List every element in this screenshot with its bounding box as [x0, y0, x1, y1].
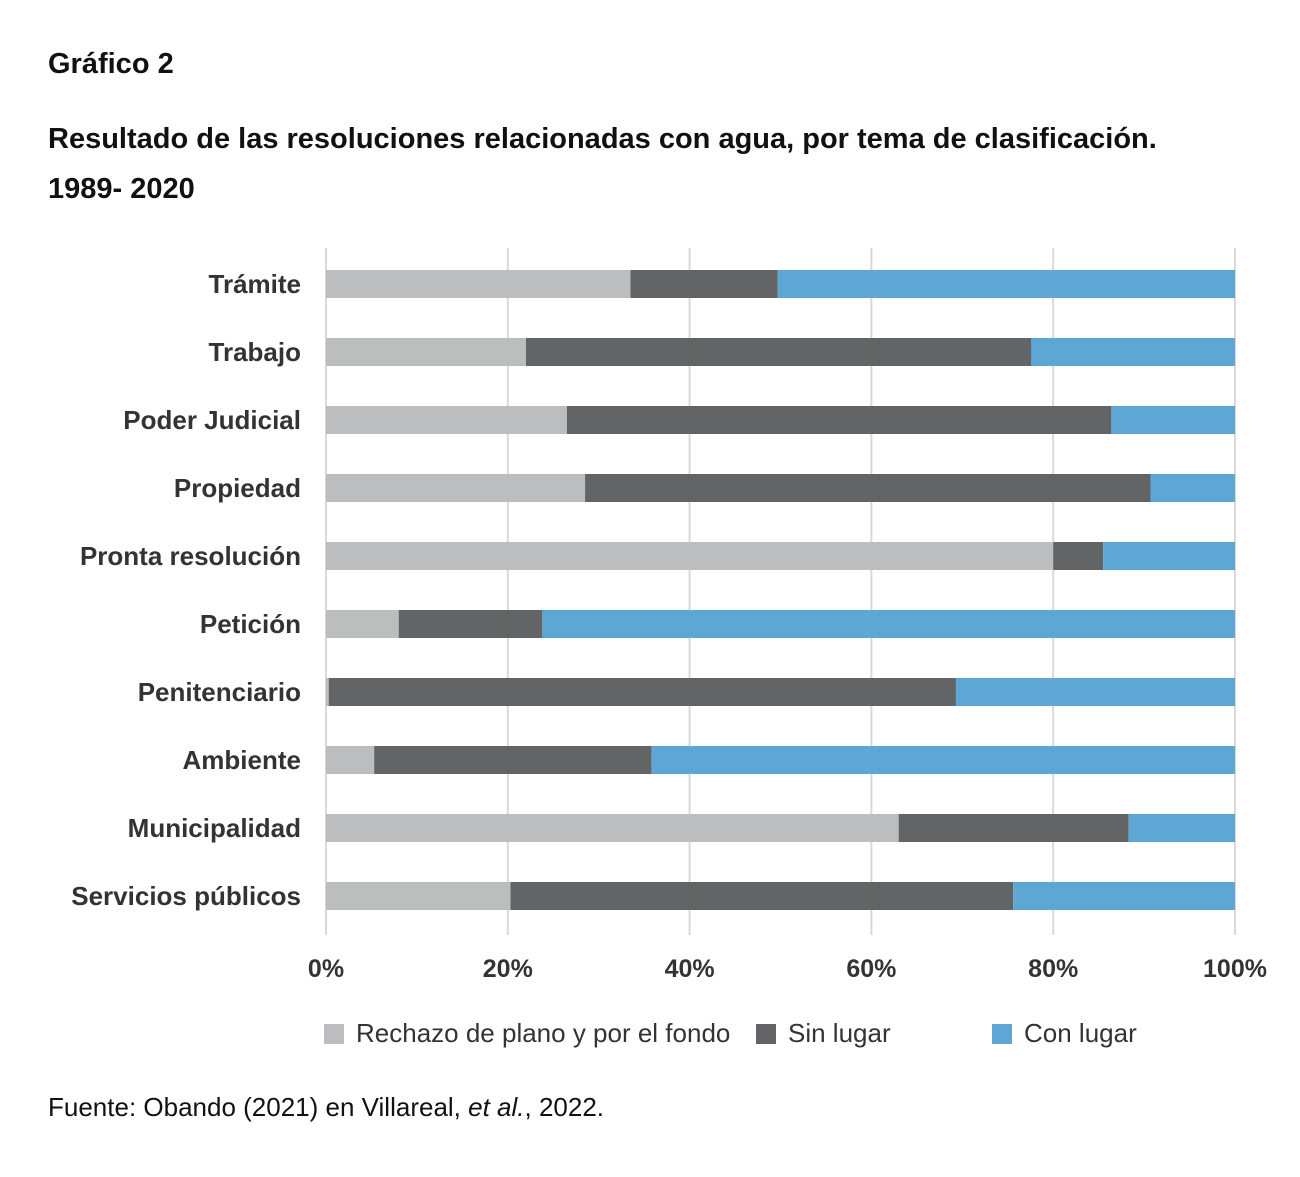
x-tick-label: 40% — [665, 955, 715, 983]
legend-item-sin-lugar: Sin lugar — [756, 1018, 891, 1049]
bar-rechazo — [326, 474, 586, 502]
bar-sin-lugar — [566, 406, 1112, 434]
legend-label-sin-lugar: Sin lugar — [788, 1018, 891, 1048]
bar-sin-lugar — [328, 678, 956, 706]
category-label: Trabajo — [209, 337, 301, 367]
bar-rechazo — [326, 610, 399, 638]
category-label: Trámite — [209, 269, 302, 299]
bar-con-lugar — [1111, 406, 1235, 434]
source-note: Fuente: Obando (2021) en Villareal, et a… — [48, 1092, 604, 1123]
figure-label: Gráfico 2 — [48, 48, 174, 80]
legend-label-rechazo: Rechazo de plano y por el fondo — [356, 1018, 731, 1048]
bar-sin-lugar — [585, 474, 1151, 502]
bar-rechazo — [326, 678, 329, 706]
source-italic: et al. — [468, 1092, 525, 1122]
legend-swatch-sin-lugar — [756, 1023, 776, 1044]
bar-con-lugar — [955, 678, 1235, 706]
x-tick-label: 20% — [483, 955, 533, 983]
stacked-bar-chart: Trámite Trabajo Poder Judicial Propiedad Pro… — [71, 248, 1267, 983]
bar-con-lugar — [542, 610, 1235, 638]
x-axis-ticks: 0% 20% 40% 60% 80% 100% — [308, 955, 1267, 983]
bar-sin-lugar — [510, 882, 1014, 910]
category-labels: Trámite Trabajo Poder Judicial Propiedad Pro… — [71, 269, 301, 911]
legend-item-con-lugar: Con lugar — [992, 1018, 1137, 1049]
category-label: Petición — [200, 609, 301, 639]
bar-con-lugar — [1128, 814, 1235, 842]
category-label: Municipalidad — [128, 813, 301, 843]
category-label: Pronta resolución — [80, 541, 301, 571]
bar-con-lugar — [777, 270, 1235, 298]
chart-title: Resultado de las resoluciones relacionad… — [48, 114, 1258, 214]
source-suffix: , 2022. — [524, 1092, 605, 1122]
bar-con-lugar — [1150, 474, 1235, 502]
bar-rechazo — [326, 882, 511, 910]
category-label: Propiedad — [174, 473, 301, 503]
bar-con-lugar — [1103, 542, 1235, 570]
legend-swatch-rechazo — [324, 1023, 344, 1044]
bar-con-lugar — [1013, 882, 1235, 910]
category-label: Poder Judicial — [123, 405, 301, 435]
bar-sin-lugar — [398, 610, 543, 638]
bar-rechazo — [326, 746, 375, 774]
bar-rechazo — [326, 338, 526, 366]
bar-sin-lugar — [1053, 542, 1104, 570]
chart-title-line-2: 1989- 2020 — [48, 173, 195, 205]
bars — [326, 270, 1235, 910]
bar-rechazo — [326, 406, 567, 434]
bar-rechazo — [326, 542, 1054, 570]
category-label: Servicios públicos — [71, 881, 301, 911]
x-tick-label: 80% — [1028, 955, 1078, 983]
legend-swatch-con-lugar — [992, 1023, 1012, 1044]
bar-sin-lugar — [898, 814, 1129, 842]
bar-rechazo — [326, 814, 899, 842]
category-label: Ambiente — [183, 745, 301, 775]
legend-label-con-lugar: Con lugar — [1024, 1018, 1137, 1048]
bar-sin-lugar — [525, 338, 1032, 366]
bar-con-lugar — [651, 746, 1235, 774]
bar-con-lugar — [1031, 338, 1235, 366]
x-tick-label: 0% — [308, 955, 344, 983]
bar-sin-lugar — [630, 270, 778, 298]
chart-title-line-1: Resultado de las resoluciones relacionad… — [48, 123, 1157, 155]
bar-rechazo — [326, 270, 631, 298]
legend-item-rechazo: Rechazo de plano y por el fondo — [324, 1018, 730, 1049]
category-label: Penitenciario — [138, 677, 301, 707]
bar-sin-lugar — [374, 746, 652, 774]
x-tick-label: 100% — [1203, 955, 1267, 983]
source-prefix: Fuente: Obando (2021) en Villareal, — [48, 1092, 469, 1122]
x-tick-label: 60% — [846, 955, 896, 983]
chart-legend: Rechazo de plano y por el fondo Sin luga… — [0, 1018, 1300, 1054]
